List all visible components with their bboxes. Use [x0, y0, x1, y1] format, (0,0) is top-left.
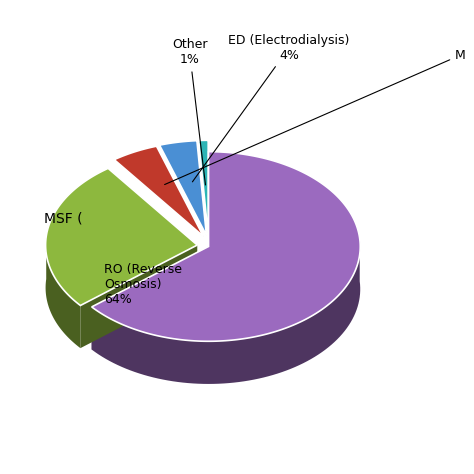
Text: M: M	[164, 49, 466, 184]
Polygon shape	[81, 245, 197, 348]
Polygon shape	[160, 141, 207, 235]
Polygon shape	[46, 237, 81, 348]
Polygon shape	[114, 146, 203, 237]
Text: RO (Reverse
Osmosis)
64%: RO (Reverse Osmosis) 64%	[104, 263, 182, 306]
Text: Other
1%: Other 1%	[172, 38, 207, 185]
Text: MSF (: MSF (	[44, 211, 82, 225]
Polygon shape	[199, 140, 208, 235]
Polygon shape	[91, 238, 360, 384]
Polygon shape	[91, 246, 209, 349]
Text: ED (Electrodialysis)
4%: ED (Electrodialysis) 4%	[192, 34, 350, 182]
Polygon shape	[46, 168, 197, 305]
Polygon shape	[91, 152, 360, 341]
